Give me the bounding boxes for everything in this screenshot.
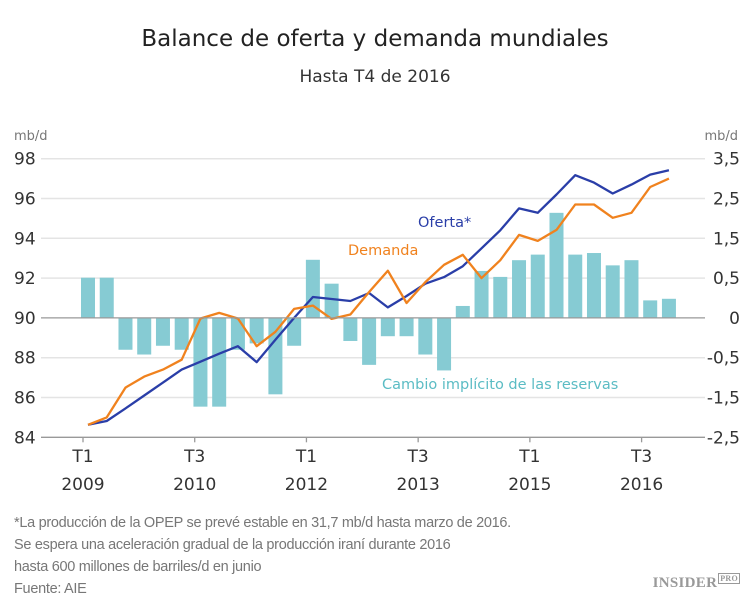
reserves-bars <box>81 212 676 407</box>
x-tick-quarter: T3 <box>183 447 205 467</box>
reserves-bar <box>399 317 414 337</box>
axes: 98 3,5 96 2,5 94 1,5 92 0,5 90 0 88 -0,5 86 -1,5 84 -2,… <box>14 150 740 495</box>
right-tick-label: 1,5 <box>713 229 740 249</box>
reserves-bar <box>230 317 245 350</box>
reserves-bar <box>437 317 452 371</box>
reserves-bar <box>174 317 189 350</box>
x-tick-year: 2012 <box>285 475 328 495</box>
reserves-bar <box>530 254 545 318</box>
reserves-bar <box>324 283 339 318</box>
left-tick-label: 96 <box>14 190 36 210</box>
reserves-bar <box>586 253 601 318</box>
insider-pro-logo: INSIDER PRO <box>652 573 740 592</box>
left-axis-unit: mb/d <box>14 129 48 144</box>
footnote: hasta 600 millones de barriles/d en juni… <box>14 559 262 575</box>
right-tick-label: 3,5 <box>713 150 740 170</box>
reserves-bar <box>512 260 527 318</box>
left-tick-label: 98 <box>14 150 36 170</box>
reserves-bar <box>455 305 470 318</box>
reserves-label: Cambio implícito de las reservas <box>382 377 618 393</box>
right-axis-unit: mb/d <box>704 129 738 144</box>
series-lines <box>87 169 670 426</box>
oferta-line <box>87 169 670 426</box>
x-tick-quarter: T1 <box>518 447 540 467</box>
reserves-bar <box>155 317 170 346</box>
reserves-bar <box>118 317 133 350</box>
left-tick-label: 86 <box>14 389 36 409</box>
reserves-bar <box>99 277 114 318</box>
reserves-bar <box>493 276 508 318</box>
reserves-bar <box>268 317 283 395</box>
footnote: Se espera una aceleración gradual de la … <box>14 537 451 553</box>
reserves-bar <box>474 270 489 318</box>
reserves-bar <box>305 259 320 318</box>
left-tick-label: 84 <box>14 428 36 448</box>
left-tick-label: 94 <box>14 229 36 249</box>
chart-subtitle: Hasta T4 de 2016 <box>299 67 450 87</box>
chart-title: Balance de oferta y demanda mundiales <box>141 26 608 52</box>
source-note: Fuente: AIE <box>14 581 87 597</box>
reserves-bar <box>643 300 658 318</box>
reserves-bar <box>212 317 227 407</box>
reserves-bar <box>81 277 95 318</box>
reserves-bar <box>418 317 433 355</box>
reserves-bar <box>137 317 152 355</box>
reserves-bar <box>661 298 676 318</box>
logo-text: INSIDER <box>652 575 718 591</box>
right-tick-label: -2,5 <box>707 428 740 448</box>
right-tick-label: 0,5 <box>713 269 740 289</box>
demanda-line <box>87 177 670 426</box>
reserves-bar <box>380 317 395 337</box>
left-tick-label: 92 <box>14 269 36 289</box>
x-tick-quarter: T3 <box>407 447 429 467</box>
oferta-label: Oferta* <box>418 215 471 231</box>
x-tick-quarter: T1 <box>71 447 93 467</box>
reserves-bar <box>568 254 583 318</box>
reserves-bar <box>287 317 302 346</box>
right-tick-label: 2,5 <box>713 190 740 210</box>
x-tick-quarter: T3 <box>630 447 652 467</box>
footnote: *La producción de la OPEP se prevé estab… <box>14 515 511 531</box>
reserves-bar <box>549 212 564 318</box>
x-tick-year: 2016 <box>620 475 663 495</box>
logo-badge: PRO <box>718 573 740 584</box>
right-tick-label: -1,5 <box>707 389 740 409</box>
reserves-bar <box>624 260 639 318</box>
reserves-bar <box>343 317 358 341</box>
x-tick-year: 2015 <box>508 475 551 495</box>
reserves-bar <box>605 265 620 318</box>
x-tick-year: 2009 <box>61 475 104 495</box>
left-tick-label: 88 <box>14 349 36 369</box>
right-tick-label: -0,5 <box>707 349 740 369</box>
left-tick-label: 90 <box>14 309 36 329</box>
right-tick-label: 0 <box>729 309 740 329</box>
x-tick-quarter: T1 <box>295 447 317 467</box>
reserves-bar <box>249 317 264 344</box>
demanda-label: Demanda <box>348 243 418 259</box>
reserves-bar <box>362 317 377 365</box>
footer-notes: *La producción de la OPEP se prevé estab… <box>14 512 511 600</box>
x-tick-year: 2010 <box>173 475 216 495</box>
x-tick-year: 2013 <box>397 475 440 495</box>
